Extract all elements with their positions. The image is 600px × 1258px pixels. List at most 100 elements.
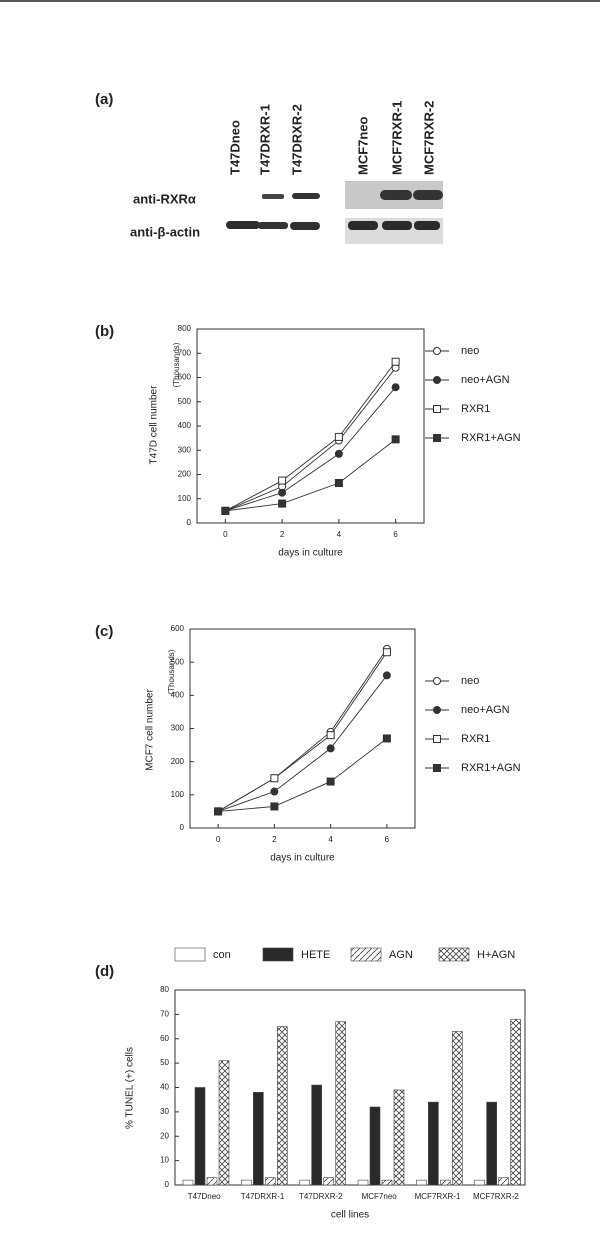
band <box>382 221 412 230</box>
y-axis-unit: (Thousands) <box>172 342 181 387</box>
y-tick-label: 300 <box>178 445 192 454</box>
legend-label: H+AGN <box>477 949 515 961</box>
series-line <box>217 648 388 812</box>
legend-marker <box>433 434 441 442</box>
band <box>292 193 320 199</box>
y-tick-label: 30 <box>160 1107 169 1116</box>
bar <box>335 1021 346 1186</box>
bar <box>277 1026 288 1186</box>
x-tick-label: T47Dneo <box>188 1192 221 1201</box>
y-tick-label: 40 <box>160 1083 169 1092</box>
bar <box>206 1177 218 1186</box>
legend-label: RXR1 <box>461 733 490 745</box>
bar <box>510 1018 521 1186</box>
series-line <box>217 675 388 812</box>
lane-label: MCF7neo <box>355 116 370 175</box>
bar <box>440 1179 451 1186</box>
legend-swatch <box>174 947 206 962</box>
legend-marker <box>433 706 441 714</box>
y-tick-label: 700 <box>178 348 192 357</box>
bar <box>265 1177 276 1186</box>
bar <box>452 1031 463 1186</box>
x-tick-label: 0 <box>223 530 228 539</box>
legend-label: neo <box>461 345 479 357</box>
blot-row-label: anti-RXRα <box>133 191 196 206</box>
series-line <box>225 438 396 512</box>
y-tick-label: 80 <box>160 985 169 994</box>
marker <box>278 499 287 508</box>
x-tick-label: 2 <box>280 530 285 539</box>
bar <box>381 1179 393 1186</box>
x-tick-label: MCF7RXR-1 <box>415 1192 461 1201</box>
lane-label: T47DRXR-1 <box>257 104 272 175</box>
marker <box>391 383 400 392</box>
bar <box>323 1177 334 1186</box>
y-tick-label: 60 <box>160 1034 169 1043</box>
marker <box>270 774 279 783</box>
legend-marker <box>433 735 441 743</box>
y-tick-label: 0 <box>187 518 192 527</box>
marker <box>326 744 335 753</box>
marker <box>270 787 279 796</box>
legend-marker <box>433 764 441 772</box>
series-line <box>218 738 388 812</box>
legend-label: con <box>213 949 231 961</box>
y-tick-label: 500 <box>171 657 185 666</box>
series-line <box>225 367 396 512</box>
y-tick-label: 500 <box>178 397 192 406</box>
bar <box>369 1106 381 1186</box>
top-rule <box>0 0 600 2</box>
y-axis-label: % TUNEL (+) cells <box>125 1047 136 1129</box>
legend-swatch <box>262 947 294 962</box>
x-tick-label: MCF7RXR-2 <box>473 1192 519 1201</box>
lane-label: T47DRXR-2 <box>289 104 304 175</box>
plot-frame <box>189 628 416 829</box>
series-line <box>225 386 396 512</box>
x-axis-label: days in culture <box>278 548 343 559</box>
x-tick-label: MCF7neo <box>362 1192 398 1201</box>
panel-label: (d) <box>95 963 114 980</box>
legend-label: RXR1+AGN <box>461 432 521 444</box>
marker <box>278 488 287 497</box>
x-tick-label: 4 <box>337 530 342 539</box>
marker <box>334 478 343 487</box>
band <box>258 222 288 229</box>
legend-swatch <box>350 947 382 962</box>
bar <box>253 1092 264 1186</box>
blot <box>226 181 443 244</box>
y-tick-label: 600 <box>171 624 185 633</box>
legend-marker <box>433 376 441 384</box>
legend-label: neo+AGN <box>461 704 510 716</box>
x-tick-label: 6 <box>393 530 398 539</box>
panel-label: (c) <box>95 623 113 640</box>
legend-label: neo+AGN <box>461 374 510 386</box>
y-tick-label: 200 <box>178 470 192 479</box>
bar <box>311 1084 322 1186</box>
marker <box>221 506 230 515</box>
x-axis-label: days in culture <box>270 853 335 864</box>
band <box>348 221 378 230</box>
marker <box>326 731 335 740</box>
x-tick-label: 2 <box>272 835 277 844</box>
bar <box>393 1089 405 1186</box>
lane-label: T47Dneo <box>227 120 242 175</box>
legend-marker <box>433 677 441 685</box>
bar <box>428 1101 439 1186</box>
y-axis-unit: (Thousands) <box>167 649 176 694</box>
marker <box>391 357 400 366</box>
bar <box>416 1179 427 1186</box>
x-tick-label: 0 <box>216 835 221 844</box>
y-tick-label: 400 <box>171 690 185 699</box>
bar <box>474 1179 485 1186</box>
x-tick-label: T47DRXR-2 <box>299 1192 343 1201</box>
panel-label: (a) <box>95 91 113 108</box>
legend-swatch <box>438 947 470 962</box>
bar <box>498 1177 509 1186</box>
marker <box>326 777 335 786</box>
legend-label: AGN <box>389 949 413 961</box>
y-tick-label: 50 <box>160 1058 169 1067</box>
marker <box>334 432 343 441</box>
marker <box>382 648 391 657</box>
band <box>413 190 443 200</box>
